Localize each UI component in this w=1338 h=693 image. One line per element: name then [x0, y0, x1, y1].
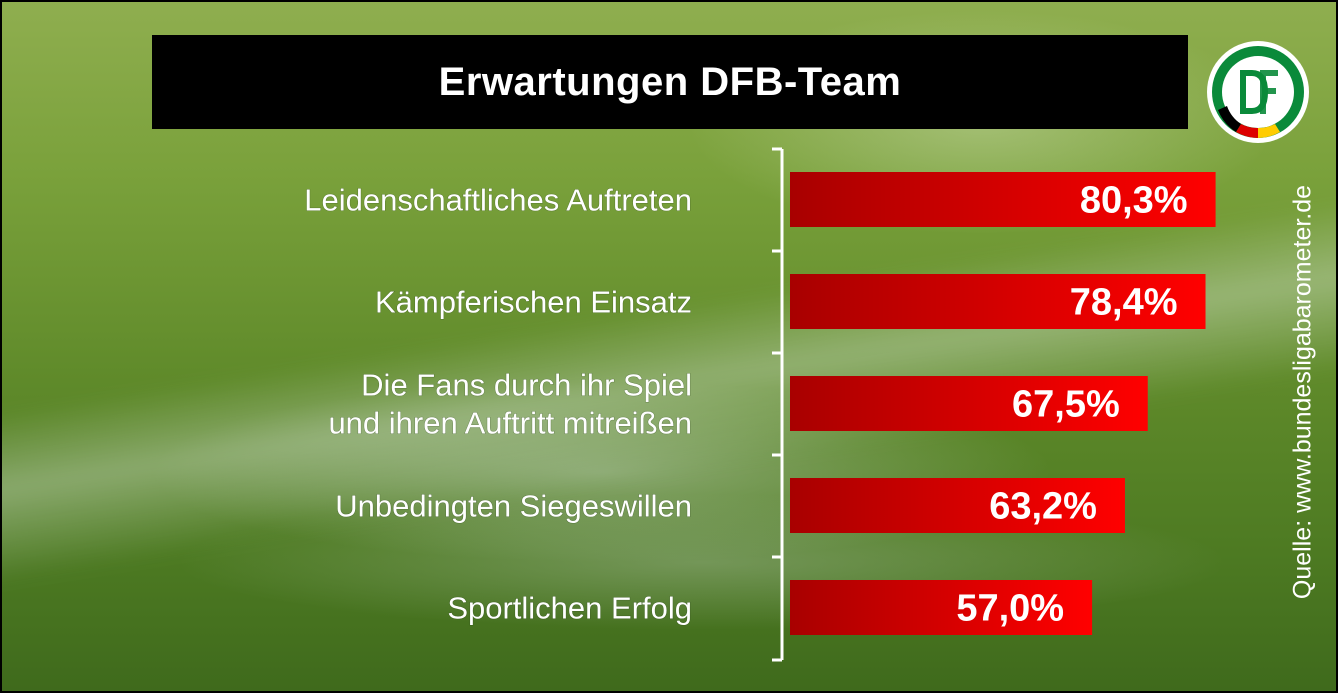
dfb-logo-icon [1207, 41, 1309, 143]
category-label: Kämpferischen Einsatz [375, 285, 692, 320]
data-label: 67,5% [1012, 384, 1120, 426]
bar [790, 580, 1093, 635]
category-label: Leidenschaftliches Auftreten [304, 183, 692, 218]
bar [790, 172, 1216, 227]
data-label: 78,4% [1070, 282, 1178, 324]
data-label: 80,3% [1080, 180, 1188, 222]
category-label: und ihren Auftritt mitreißen [328, 406, 692, 441]
chart-title: Erwartungen DFB-Team [438, 59, 902, 104]
category-label: Die Fans durch ihr Spiel [361, 368, 692, 403]
data-label: 57,0% [956, 588, 1064, 630]
bar [790, 478, 1125, 533]
bar [790, 376, 1148, 431]
title-bar: Erwartungen DFB-Team [152, 35, 1188, 129]
category-label: Sportlichen Erfolg [447, 591, 692, 626]
bar [790, 274, 1206, 329]
category-label: Unbedingten Siegeswillen [335, 489, 692, 524]
data-label: 63,2% [989, 486, 1097, 528]
